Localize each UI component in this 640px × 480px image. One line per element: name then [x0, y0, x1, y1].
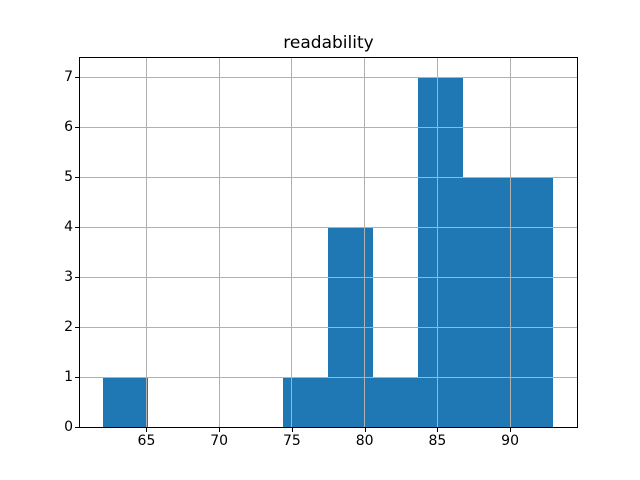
x-tick-label: 80 [355, 433, 374, 449]
y-tick-label: 2 [64, 319, 73, 335]
gridline-y [80, 226, 577, 228]
gridline-y [80, 276, 577, 278]
histogram-bar [462, 177, 508, 427]
y-tick-mark [75, 277, 79, 278]
y-tick-mark [75, 327, 79, 328]
y-tick-label: 5 [64, 169, 73, 185]
x-tick-mark [146, 428, 148, 432]
y-tick-mark [75, 127, 79, 128]
gridline-y [80, 176, 577, 178]
gridline-x [291, 58, 293, 427]
x-tick-label: 65 [137, 433, 156, 449]
y-tick-label: 0 [64, 419, 73, 435]
y-tick-mark [75, 177, 79, 178]
histogram-bar [282, 377, 328, 427]
y-tick-mark [75, 77, 79, 78]
y-tick-mark [75, 377, 79, 378]
x-tick-mark [219, 428, 221, 432]
x-tick-label: 85 [428, 433, 447, 449]
y-tick-mark [75, 427, 79, 428]
x-tick-label: 90 [501, 433, 519, 449]
gridline-y [80, 76, 577, 78]
y-tick-label: 1 [64, 369, 73, 385]
histogram-bar [102, 377, 148, 427]
y-tick-mark [75, 227, 79, 228]
gridline-y [80, 326, 577, 328]
x-tick-label: 75 [282, 433, 301, 449]
gridline-y [80, 126, 577, 128]
gridline-x [436, 58, 438, 427]
histogram-bar [507, 177, 553, 427]
x-tick-mark [437, 428, 439, 432]
x-tick-label: 70 [210, 433, 229, 449]
chart-title: readability [283, 33, 374, 53]
x-tick-mark [510, 428, 512, 432]
y-tick-label: 4 [64, 219, 73, 235]
y-tick-label: 6 [64, 119, 73, 135]
plot-area [79, 57, 578, 428]
y-tick-label: 7 [64, 69, 73, 85]
x-tick-mark [364, 428, 366, 432]
gridline-x [218, 58, 220, 427]
gridline-x [364, 58, 366, 427]
histogram-bar [372, 377, 418, 427]
gridline-y [80, 376, 577, 378]
gridline-x [145, 58, 147, 427]
y-tick-label: 3 [64, 269, 73, 285]
histogram-bar [417, 77, 463, 427]
gridline-x [509, 58, 511, 427]
x-tick-mark [291, 428, 293, 432]
